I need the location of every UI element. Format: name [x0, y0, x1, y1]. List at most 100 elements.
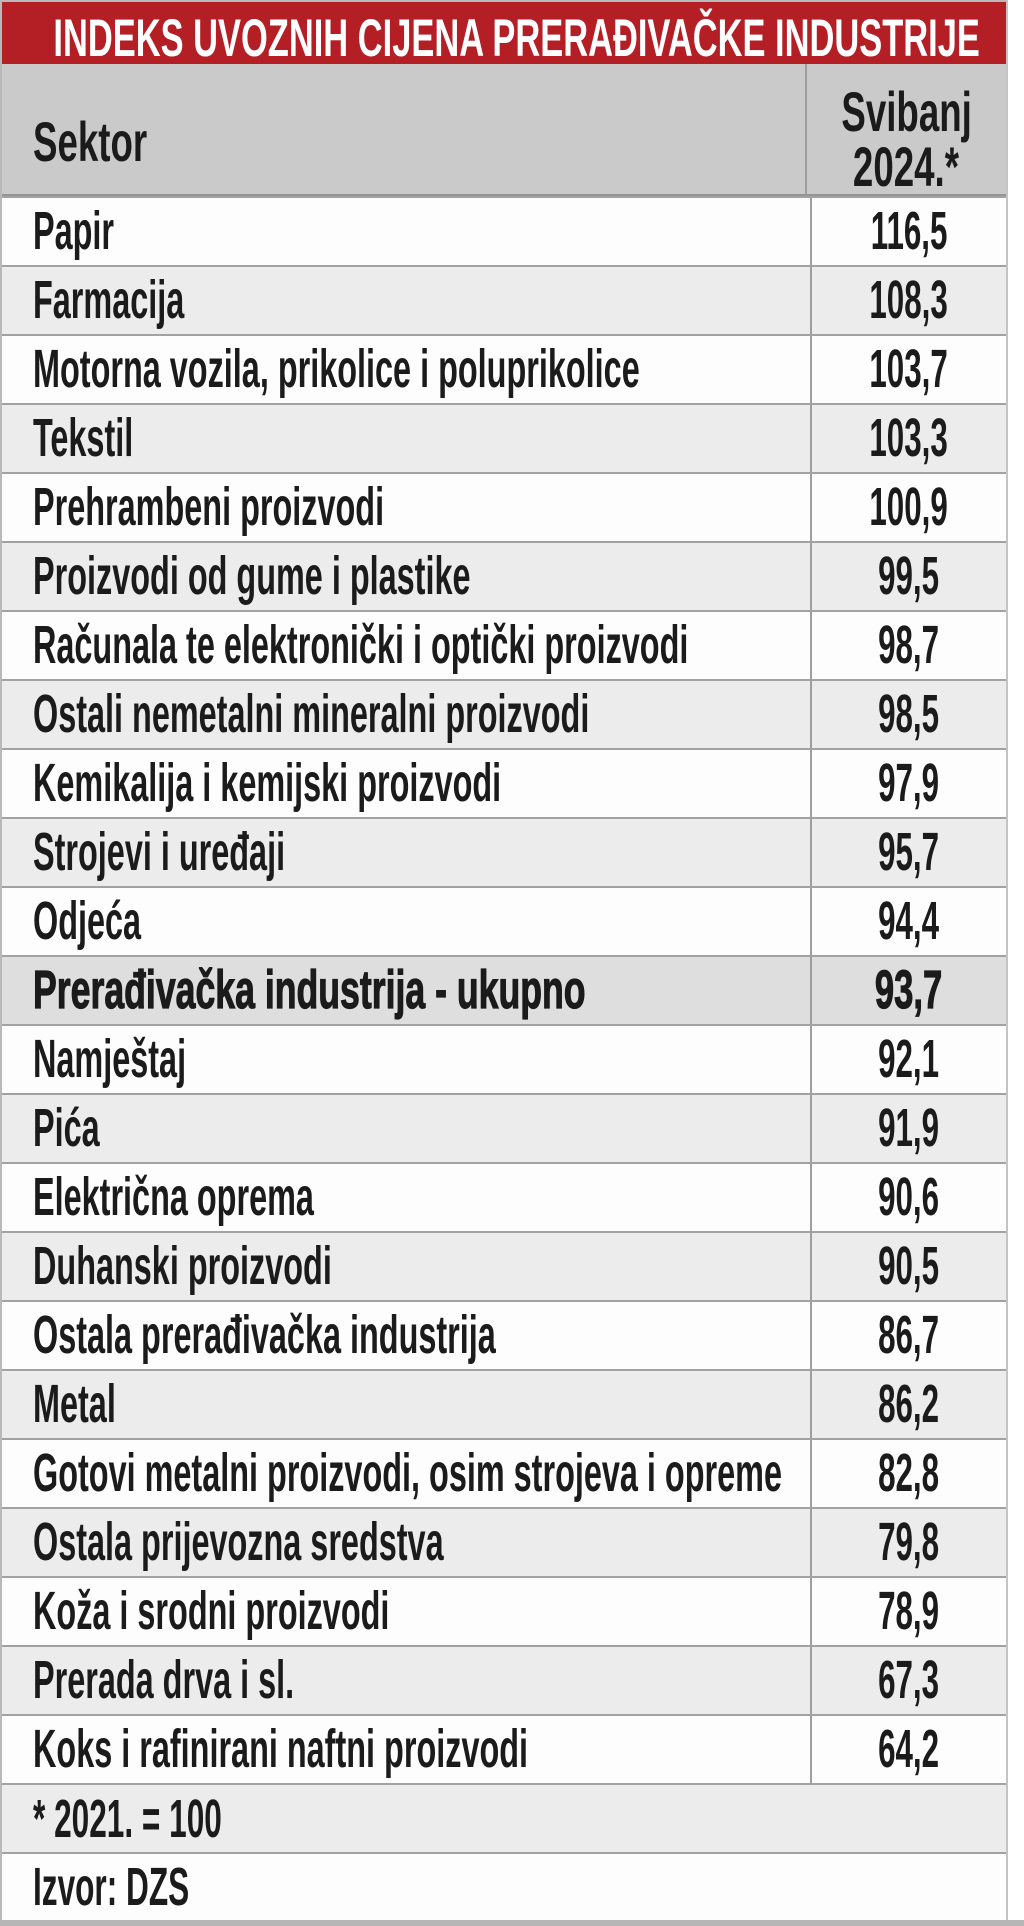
value-cell: 93,7	[810, 957, 1006, 1024]
value-cell: 116,5	[810, 198, 1006, 265]
value-cell: 92,1	[810, 1026, 1006, 1093]
sector-cell: Namještaj	[2, 1026, 810, 1093]
sector-label: Prerada drva i sl.	[33, 1650, 295, 1710]
value-text: 91,9	[878, 1098, 940, 1158]
value-cell: 108,3	[810, 267, 1006, 334]
value-text: 93,7	[875, 959, 943, 1020]
value-text: 92,1	[878, 1029, 940, 1089]
sector-label: Strojevi i uređaji	[33, 822, 286, 882]
sector-cell: Metal	[2, 1371, 810, 1438]
sector-label: Pića	[33, 1098, 100, 1158]
value-cell: 98,7	[810, 612, 1006, 679]
header-cell-sector: Sektor	[2, 64, 805, 194]
table-title: INDEKS UVOZNIH CIJENA PRERAĐIVAČKE INDUS…	[53, 9, 981, 68]
sector-label: Odjeća	[33, 891, 142, 951]
sector-label: Duhanski proizvodi	[33, 1236, 332, 1296]
sector-label: Prerađivačka industrija - ukupno	[33, 959, 586, 1020]
table-row: Prerada drva i sl. 67,3	[2, 1645, 1006, 1714]
sector-label: Koks i rafinirani naftni proizvodi	[33, 1719, 529, 1779]
sector-label: Motorna vozila, prikolice i poluprikolic…	[33, 339, 640, 399]
sector-cell: Električna oprema	[2, 1164, 810, 1231]
sector-label: Električna oprema	[33, 1167, 314, 1227]
table-row: Prehrambeni proizvodi 100,9	[2, 472, 1006, 541]
table-row: Metal 86,2	[2, 1369, 1006, 1438]
sector-cell: Kemikalija i kemijski proizvodi	[2, 750, 810, 817]
table-header-row: Sektor Svibanj 2024.*	[2, 64, 1006, 196]
value-text: 97,9	[878, 753, 940, 813]
sector-label: Računala te elektronički i optički proiz…	[33, 615, 689, 675]
value-text: 90,5	[878, 1236, 940, 1296]
table-title-banner: INDEKS UVOZNIH CIJENA PRERAĐIVAČKE INDUS…	[2, 2, 1006, 68]
sector-cell: Tekstil	[2, 405, 810, 472]
sector-cell: Računala te elektronički i optički proiz…	[2, 612, 810, 679]
table-row: Farmacija 108,3	[2, 265, 1006, 334]
sector-label: Koža i srodni proizvodi	[33, 1581, 390, 1641]
source-row: Izvor: DZS	[2, 1852, 1006, 1920]
table-row: Duhanski proizvodi 90,5	[2, 1231, 1006, 1300]
value-cell: 79,8	[810, 1509, 1006, 1576]
table-row: Odjeća 94,4	[2, 886, 1006, 955]
value-text: 78,9	[878, 1581, 940, 1641]
sector-cell: Ostala prerađivačka industrija	[2, 1302, 810, 1369]
sector-cell: Prehrambeni proizvodi	[2, 474, 810, 541]
sector-label: Papir	[33, 201, 115, 261]
value-text: 79,8	[878, 1512, 940, 1572]
sector-label: Farmacija	[33, 270, 185, 330]
sector-label: Gotovi metalni proizvodi, osim strojeva …	[33, 1443, 782, 1503]
sector-cell: Odjeća	[2, 888, 810, 955]
sector-cell: Gotovi metalni proizvodi, osim strojeva …	[2, 1440, 810, 1507]
value-text: 86,7	[878, 1305, 940, 1365]
source-text: Izvor: DZS	[33, 1857, 190, 1917]
table-row: Tekstil 103,3	[2, 403, 1006, 472]
sector-cell: Pića	[2, 1095, 810, 1162]
footnote-text: * 2021. = 100	[33, 1788, 222, 1849]
table-row: Strojevi i uređaji 95,7	[2, 817, 1006, 886]
value-text: 103,7	[869, 339, 949, 399]
sector-cell: Motorna vozila, prikolice i poluprikolic…	[2, 336, 810, 403]
table-top-edge	[2, 0, 1006, 2]
table-row: Ostali nemetalni mineralni proizvodi 98,5	[2, 679, 1006, 748]
value-cell: 97,9	[810, 750, 1006, 817]
value-text: 95,7	[878, 822, 940, 882]
sector-cell: Proizvodi od gume i plastike	[2, 543, 810, 610]
table-row: Proizvodi od gume i plastike 99,5	[2, 541, 1006, 610]
value-text: 98,7	[878, 615, 940, 675]
value-cell: 86,2	[810, 1371, 1006, 1438]
value-cell: 90,5	[810, 1233, 1006, 1300]
value-text: 103,3	[869, 408, 949, 468]
sector-cell: Koks i rafinirani naftni proizvodi	[2, 1716, 810, 1783]
header-value-line2: 2024.*	[853, 135, 960, 198]
sector-label: Ostali nemetalni mineralni proizvodi	[33, 684, 590, 744]
value-cell: 95,7	[810, 819, 1006, 886]
value-text: 98,5	[878, 684, 940, 744]
table-row: Gotovi metalni proizvodi, osim strojeva …	[2, 1438, 1006, 1507]
table-row: Koža i srodni proizvodi 78,9	[2, 1576, 1006, 1645]
sector-cell: Ostali nemetalni mineralni proizvodi	[2, 681, 810, 748]
table-row: Koks i rafinirani naftni proizvodi 64,2	[2, 1714, 1006, 1783]
value-cell: 91,9	[810, 1095, 1006, 1162]
value-cell: 98,5	[810, 681, 1006, 748]
table-bottom-edge	[0, 1920, 1024, 1926]
value-text: 100,9	[869, 477, 949, 537]
table-body: Papir 116,5 Farmacija 108,3 Motorna vozila, …	[2, 196, 1006, 1783]
sector-label: Ostala prijevozna sredstva	[33, 1512, 444, 1572]
value-cell: 78,9	[810, 1578, 1006, 1645]
table-row: Ostala prijevozna sredstva 79,8	[2, 1507, 1006, 1576]
sector-cell: Prerađivačka industrija - ukupno	[2, 957, 810, 1024]
value-text: 94,4	[878, 891, 940, 951]
sector-cell: Ostala prijevozna sredstva	[2, 1509, 810, 1576]
sector-label: Metal	[33, 1374, 116, 1434]
value-cell: 82,8	[810, 1440, 1006, 1507]
value-cell: 64,2	[810, 1716, 1006, 1783]
value-cell: 86,7	[810, 1302, 1006, 1369]
sector-cell: Koža i srodni proizvodi	[2, 1578, 810, 1645]
value-cell: 99,5	[810, 543, 1006, 610]
sector-cell: Prerada drva i sl.	[2, 1647, 810, 1714]
sector-cell: Duhanski proizvodi	[2, 1233, 810, 1300]
sector-label: Proizvodi od gume i plastike	[33, 546, 471, 606]
header-cell-value: Svibanj 2024.*	[804, 64, 1006, 198]
table-row: Namještaj 92,1	[2, 1024, 1006, 1093]
table-row: Električna oprema 90,6	[2, 1162, 1006, 1231]
value-cell: 100,9	[810, 474, 1006, 541]
